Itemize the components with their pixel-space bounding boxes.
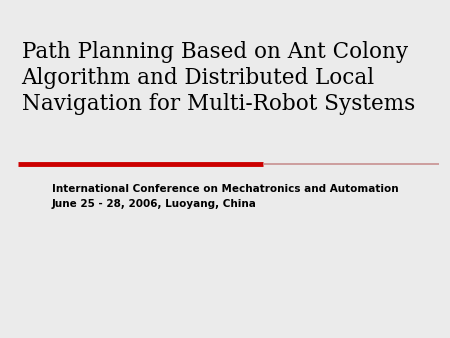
Text: International Conference on Mechatronics and Automation
June 25 - 28, 2006, Luoy: International Conference on Mechatronics…: [52, 184, 398, 209]
Text: Path Planning Based on Ant Colony
Algorithm and Distributed Local
Navigation for: Path Planning Based on Ant Colony Algori…: [22, 41, 415, 115]
